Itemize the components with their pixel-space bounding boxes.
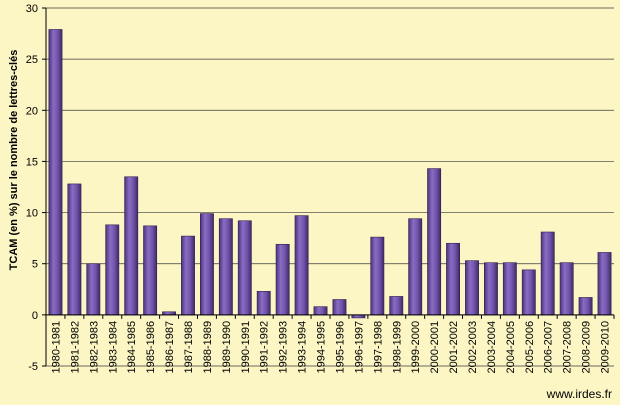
- y-tick-label: 15: [26, 156, 38, 168]
- y-tick-label: 30: [26, 3, 38, 15]
- bar-1989-1990: [218, 218, 233, 316]
- bar-1999-2000: [408, 218, 423, 316]
- x-tick-label: 1991-1992: [259, 321, 271, 374]
- bar-2000-2001: [427, 168, 442, 316]
- bar-1992-1993: [275, 243, 290, 316]
- x-tick-label: 2008-2009: [581, 321, 593, 374]
- y-tick-label: 0: [32, 310, 38, 322]
- x-tick-label: 2003-2004: [486, 321, 498, 374]
- x-tick-label: 2000-2001: [429, 321, 441, 374]
- x-tick-label: 2001-2002: [448, 321, 460, 374]
- x-tick-label: 1983-1984: [107, 321, 119, 374]
- x-tick-label: 1987-1988: [183, 321, 195, 374]
- x-tick-label: 1997-1998: [372, 321, 384, 374]
- bar-1988-1989: [200, 213, 214, 316]
- x-tick-label: 2009-2010: [600, 321, 612, 374]
- bar-2005-2006: [521, 269, 536, 316]
- bar-1984-1985: [124, 176, 139, 316]
- x-tick-label: 1998-1999: [391, 321, 403, 374]
- x-tick-label: 1988-1989: [202, 321, 214, 374]
- x-tick-label: 2005-2006: [524, 321, 536, 374]
- x-tick-label: 1980-1981: [50, 321, 62, 374]
- bar-2003-2004: [484, 262, 498, 316]
- bar-1985-1986: [143, 225, 158, 316]
- x-tick-label: 1985-1986: [145, 321, 157, 374]
- bar-1983-1984: [105, 224, 120, 316]
- x-tick-label: 1989-1990: [221, 321, 233, 374]
- bar-1982-1983: [86, 263, 101, 316]
- axes: -5 0 5 10 15 20 25 30 1980-1981 1981-1982 1982-198…: [26, 3, 615, 374]
- bar-1991-1992: [256, 291, 271, 316]
- x-tick-label: 1986-1987: [164, 321, 176, 374]
- y-tick-label: 25: [26, 54, 38, 66]
- x-tick-label: 2002-2003: [467, 321, 479, 374]
- bar-2002-2003: [465, 260, 479, 316]
- y-axis-label: TCAM (en %) sur le nombre de lettres-clé…: [8, 50, 20, 271]
- bar-1980-1981: [48, 29, 63, 316]
- x-tick-label: 1996-1997: [353, 321, 365, 374]
- bar-2001-2002: [446, 242, 460, 316]
- bar-2004-2005: [502, 262, 517, 316]
- x-tick-label: 1994-1995: [316, 321, 328, 374]
- bar-1981-1982: [67, 183, 82, 316]
- x-tick-label: 1982-1983: [88, 321, 100, 374]
- x-tick-label: 1981-1982: [69, 321, 81, 374]
- bar-1994-1995: [313, 306, 328, 316]
- x-tick-label: 1984-1985: [126, 321, 138, 374]
- x-tick-label: 1999-2000: [410, 321, 422, 374]
- bar-1998-1999: [389, 296, 404, 316]
- y-tick-label: 10: [26, 208, 38, 220]
- y-tick-label: 5: [32, 259, 38, 271]
- x-tick-label: 2004-2005: [505, 321, 517, 374]
- bars: [48, 29, 612, 319]
- bar-1990-1991: [237, 220, 252, 316]
- x-tick-label: 1990-1991: [240, 321, 252, 374]
- bar-1997-1998: [370, 236, 385, 316]
- x-tick-label: 2007-2008: [562, 321, 574, 374]
- x-tick-label: 1995-1996: [334, 321, 346, 374]
- bar-1993-1994: [294, 215, 309, 316]
- bar-2007-2008: [559, 262, 574, 316]
- bar-2008-2009: [578, 297, 593, 316]
- bar-2009-2010: [597, 252, 612, 316]
- y-tick-label: -5: [28, 361, 38, 373]
- x-tick-label: 1993-1994: [297, 321, 309, 374]
- x-tick-label: 1992-1993: [278, 321, 290, 374]
- y-tick-label: 20: [26, 105, 38, 117]
- bar-2006-2007: [540, 231, 555, 316]
- source-label: www.irdes.fr: [546, 387, 612, 401]
- bar-1987-1988: [181, 235, 195, 316]
- x-tick-label: 2006-2007: [543, 321, 555, 374]
- bar-1995-1996: [332, 299, 347, 316]
